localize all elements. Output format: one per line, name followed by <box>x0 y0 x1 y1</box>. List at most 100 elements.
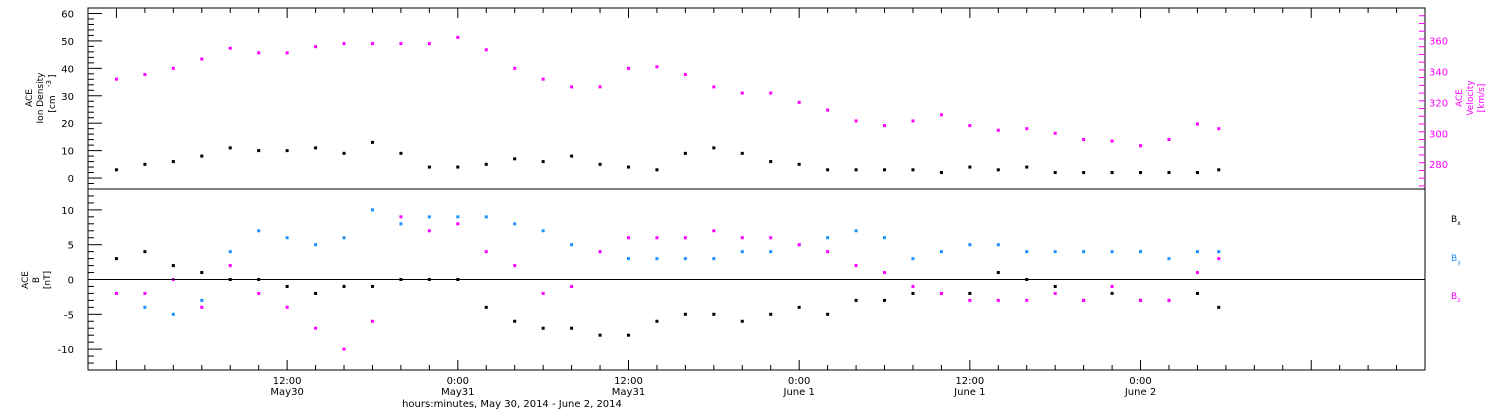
legend-bx-label: B <box>1451 215 1457 225</box>
point-bx <box>285 284 289 288</box>
point-by <box>427 215 431 219</box>
point-bx <box>1195 291 1199 295</box>
point-bx <box>1053 284 1057 288</box>
point-velocity <box>1195 122 1199 126</box>
point-bz <box>655 236 659 240</box>
point-bx <box>484 305 488 309</box>
point-velocity <box>342 42 346 46</box>
x-tick-date-label: June 2 <box>1124 387 1156 398</box>
point-velocity <box>200 57 204 61</box>
point-bz <box>939 291 943 295</box>
point-bz <box>598 250 602 254</box>
point-bz <box>114 291 118 295</box>
point-bx <box>854 298 858 302</box>
point-velocity <box>797 100 801 104</box>
point-velocity <box>570 85 574 89</box>
legend-by: By <box>1451 254 1461 266</box>
point-bz <box>456 222 460 226</box>
x-axis-title: hours:minutes, May 30, 2014 - June 2, 20… <box>402 399 622 410</box>
point-bz <box>826 250 830 254</box>
top-right-ylabel: ACE Velocity [km/s] <box>1455 80 1487 116</box>
x-tick-date-label: June 1 <box>953 387 985 398</box>
x-tick-date-label: June 1 <box>783 387 815 398</box>
point-velocity <box>171 66 175 70</box>
point-ion-density <box>484 162 488 166</box>
point-ion-density <box>911 168 915 172</box>
point-by <box>968 243 972 247</box>
point-bx <box>883 298 887 302</box>
point-bx <box>740 319 744 323</box>
point-by <box>1082 250 1086 254</box>
x-tick-date-label: May30 <box>270 387 303 398</box>
point-bx <box>968 291 972 295</box>
point-velocity <box>257 51 261 55</box>
point-bx <box>143 250 147 254</box>
point-ion-density <box>683 151 687 155</box>
point-velocity <box>285 51 289 55</box>
point-ion-density <box>1217 168 1221 172</box>
point-velocity <box>598 85 602 89</box>
point-by <box>626 257 630 261</box>
point-velocity <box>427 42 431 46</box>
point-by <box>513 222 517 226</box>
point-bz <box>968 298 972 302</box>
point-by <box>854 229 858 233</box>
top-left-tick-label: 40 <box>61 64 74 75</box>
point-velocity <box>911 119 915 123</box>
point-by <box>285 236 289 240</box>
point-velocity <box>541 77 545 81</box>
point-by <box>1025 250 1029 254</box>
point-bx <box>114 257 118 261</box>
point-bz <box>285 305 289 309</box>
point-by <box>1053 250 1057 254</box>
point-ion-density <box>1139 171 1143 175</box>
point-velocity <box>1139 144 1143 148</box>
bottom-left-tick-label: -5 <box>64 310 74 321</box>
point-velocity <box>1217 127 1221 131</box>
data-points <box>114 35 1221 351</box>
point-bz <box>1025 298 1029 302</box>
point-by <box>456 215 460 219</box>
bottom-left-tick-label: 10 <box>61 206 74 217</box>
point-velocity <box>1082 137 1086 141</box>
point-bx <box>797 305 801 309</box>
top-left-ylabel-line1: ACE <box>25 89 35 107</box>
x-tick-time-label: 0:00 <box>1129 376 1151 387</box>
point-ion-density <box>171 160 175 164</box>
bottom-ylabel: ACE B [nT] <box>21 271 53 289</box>
point-bz <box>513 264 517 268</box>
point-velocity <box>399 42 403 46</box>
point-ion-density <box>114 168 118 172</box>
point-by <box>826 236 830 240</box>
point-ion-density <box>541 160 545 164</box>
legend-bz-sub: z <box>1457 297 1460 304</box>
point-ion-density <box>314 146 318 150</box>
top-right-ylabel-line1: ACE <box>1455 89 1465 107</box>
point-ion-density <box>769 160 773 164</box>
point-bz <box>740 236 744 240</box>
point-bz <box>314 326 318 330</box>
x-tick-time-label: 12:00 <box>273 376 302 387</box>
x-tick-date-label: May31 <box>612 387 645 398</box>
point-ion-density <box>285 149 289 153</box>
point-velocity <box>484 48 488 52</box>
x-tick-time-label: 12:00 <box>614 376 643 387</box>
point-ion-density <box>939 171 943 175</box>
point-ion-density <box>797 162 801 166</box>
top-left-tick-label: 50 <box>61 37 74 48</box>
point-velocity <box>1110 139 1114 143</box>
point-ion-density <box>456 165 460 169</box>
top-right-tick-label: 360 <box>1429 36 1448 47</box>
point-velocity <box>114 77 118 81</box>
point-bz <box>1217 257 1221 261</box>
point-velocity <box>683 73 687 77</box>
point-by <box>484 215 488 219</box>
point-bx <box>171 264 175 268</box>
point-bz <box>1167 298 1171 302</box>
point-ion-density <box>854 168 858 172</box>
point-ion-density <box>712 146 716 150</box>
point-by <box>171 312 175 316</box>
point-bx <box>1217 305 1221 309</box>
top-left-ylabel-line3: [cm <box>48 95 58 112</box>
bottom-ylabel-line1: ACE <box>21 271 31 289</box>
